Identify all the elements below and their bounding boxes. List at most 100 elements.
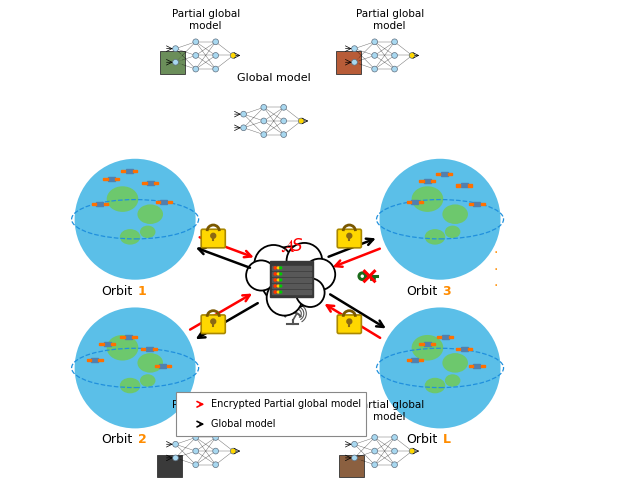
Ellipse shape [425,230,444,244]
Circle shape [280,285,282,287]
FancyBboxPatch shape [146,347,153,351]
FancyBboxPatch shape [201,229,226,248]
Circle shape [187,402,190,405]
Ellipse shape [141,375,154,386]
FancyBboxPatch shape [437,336,441,338]
Circle shape [392,52,397,58]
Circle shape [274,267,276,269]
FancyBboxPatch shape [103,203,108,205]
FancyBboxPatch shape [418,201,423,203]
FancyBboxPatch shape [468,365,473,367]
Circle shape [274,279,276,281]
FancyBboxPatch shape [142,182,146,184]
Circle shape [372,66,378,72]
FancyBboxPatch shape [272,272,310,276]
Circle shape [240,125,247,131]
FancyBboxPatch shape [441,172,447,176]
FancyBboxPatch shape [468,184,472,186]
Circle shape [352,46,357,51]
Ellipse shape [446,375,460,386]
Ellipse shape [443,205,467,223]
Circle shape [172,46,179,51]
Text: 2: 2 [138,433,146,447]
FancyBboxPatch shape [125,169,133,173]
Circle shape [277,285,279,287]
Text: Partial global
model: Partial global model [172,400,240,422]
Circle shape [255,245,293,283]
FancyBboxPatch shape [412,200,418,204]
Circle shape [280,291,282,293]
FancyBboxPatch shape [339,455,364,477]
Circle shape [303,259,335,290]
Circle shape [213,434,219,440]
FancyBboxPatch shape [407,201,411,203]
Circle shape [240,111,247,117]
Text: Global model: Global model [237,73,311,83]
Circle shape [246,261,276,291]
FancyBboxPatch shape [481,203,485,205]
Circle shape [277,267,279,269]
Circle shape [261,118,266,124]
Circle shape [274,291,276,293]
Circle shape [213,39,219,45]
FancyBboxPatch shape [272,284,310,288]
Circle shape [392,462,397,468]
Circle shape [193,66,198,72]
FancyBboxPatch shape [160,51,185,74]
Circle shape [172,442,179,447]
Text: Partial global
model: Partial global model [355,9,424,31]
FancyBboxPatch shape [424,342,431,346]
Circle shape [213,66,219,72]
FancyBboxPatch shape [436,173,441,175]
FancyBboxPatch shape [473,202,480,206]
FancyBboxPatch shape [418,359,423,361]
Text: Orbit: Orbit [406,433,438,447]
Circle shape [409,52,415,58]
Ellipse shape [121,379,140,393]
Circle shape [372,434,378,440]
Ellipse shape [108,336,138,360]
FancyBboxPatch shape [115,178,119,180]
Circle shape [211,319,216,324]
Circle shape [372,462,378,468]
FancyBboxPatch shape [460,183,468,187]
Circle shape [392,39,397,45]
FancyBboxPatch shape [133,170,137,172]
Circle shape [277,279,279,281]
Circle shape [274,273,276,275]
Ellipse shape [138,354,163,372]
FancyBboxPatch shape [270,261,313,297]
Circle shape [352,455,357,461]
FancyBboxPatch shape [163,54,182,71]
FancyBboxPatch shape [201,315,226,334]
FancyBboxPatch shape [473,364,480,368]
Circle shape [261,104,266,110]
Ellipse shape [141,226,154,237]
Circle shape [277,291,279,293]
FancyBboxPatch shape [336,51,362,74]
FancyBboxPatch shape [337,229,362,248]
Circle shape [231,448,236,454]
FancyBboxPatch shape [177,392,366,436]
FancyBboxPatch shape [341,457,362,474]
Circle shape [274,285,276,287]
FancyBboxPatch shape [166,365,171,367]
FancyBboxPatch shape [160,200,167,204]
FancyBboxPatch shape [121,336,125,338]
Ellipse shape [412,336,442,360]
Text: Encrypted Partial global model: Encrypted Partial global model [211,399,361,409]
Circle shape [352,59,357,65]
FancyBboxPatch shape [272,266,310,270]
FancyBboxPatch shape [98,359,103,361]
Circle shape [261,132,266,138]
FancyBboxPatch shape [156,201,160,203]
Circle shape [277,273,279,275]
FancyBboxPatch shape [91,358,98,362]
Ellipse shape [425,379,444,393]
Circle shape [352,442,357,447]
Circle shape [193,448,198,454]
Circle shape [392,66,397,72]
Text: $\mathcal{A}\!S$: $\mathcal{A}\!S$ [279,237,303,255]
FancyBboxPatch shape [146,181,154,185]
FancyBboxPatch shape [96,202,103,206]
